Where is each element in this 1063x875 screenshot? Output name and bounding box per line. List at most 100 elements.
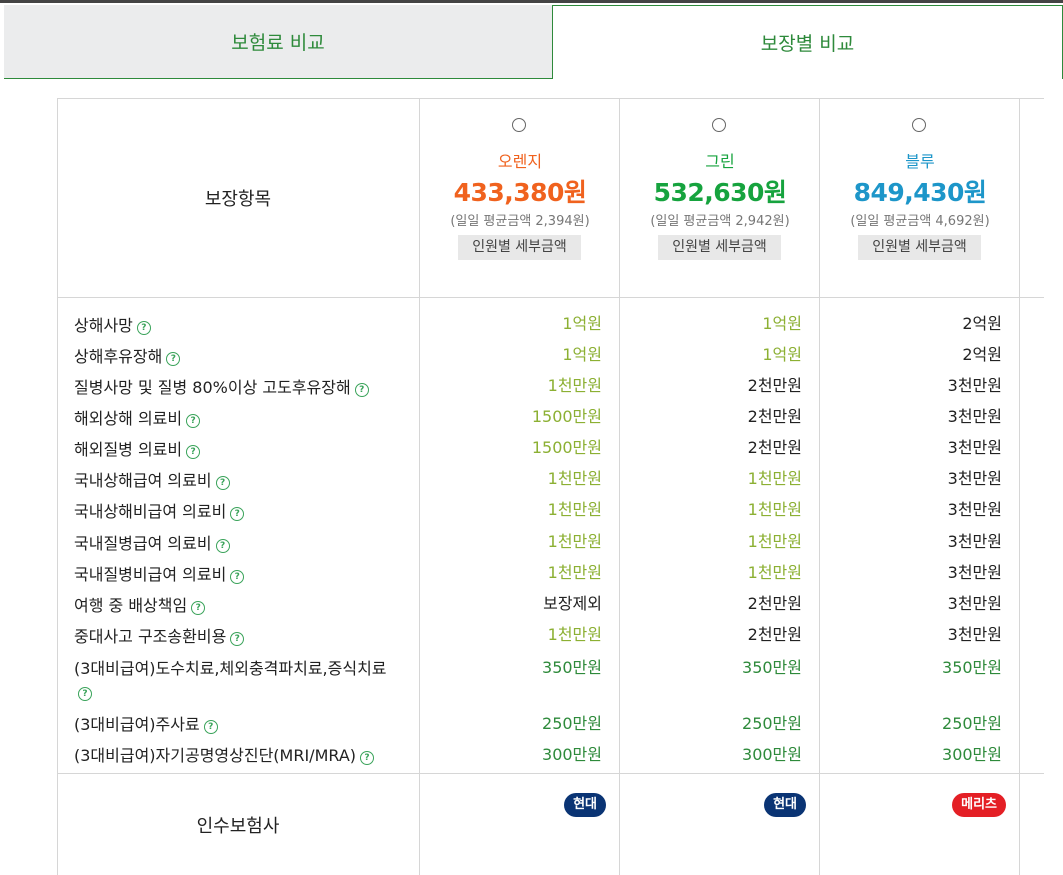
- value-cell: 1천만원: [547, 625, 602, 644]
- row-label: 국내상해급여 의료비?: [74, 469, 404, 492]
- value-cell: 1억원: [762, 345, 802, 364]
- value-cell: 2억원: [962, 345, 1002, 364]
- value-cell: 1천만원: [547, 500, 602, 519]
- value-cell: 보장제외: [543, 594, 602, 613]
- insurer-divider: [57, 773, 1044, 774]
- value-cell: 2천만원: [747, 407, 802, 426]
- value-cell: 1500만원: [531, 407, 602, 426]
- row-label: (3대비급여)도수치료,체외충격파치료,증식치료?: [74, 659, 387, 701]
- value-cell: 1천만원: [747, 532, 802, 551]
- plan-radio-orange[interactable]: [512, 118, 526, 132]
- col-border: [1019, 98, 1020, 875]
- value-cell: 250만원: [542, 714, 602, 733]
- value-cell: 300만원: [942, 745, 1002, 764]
- plan-price: 532,630원: [653, 178, 787, 207]
- help-icon[interactable]: ?: [166, 352, 181, 366]
- help-icon[interactable]: ?: [136, 321, 151, 335]
- value-cell: 2천만원: [747, 376, 802, 395]
- tab-premium-compare[interactable]: 보험료 비교: [4, 5, 553, 79]
- help-icon[interactable]: ?: [215, 539, 230, 553]
- value-cell: 250만원: [742, 714, 802, 733]
- row-label: 중대사고 구조송환비용?: [74, 625, 404, 648]
- help-icon[interactable]: ?: [360, 751, 375, 765]
- row-label: 국내질병비급여 의료비?: [74, 563, 404, 586]
- value-cell: 2천만원: [747, 438, 802, 457]
- value-cell: 3천만원: [947, 469, 1002, 488]
- plan-name: 블루: [905, 152, 935, 171]
- help-icon[interactable]: ?: [230, 507, 245, 521]
- value-cell: 1억원: [562, 314, 602, 333]
- value-cell: 1천만원: [747, 563, 802, 582]
- plan-header-orange: 오렌지 433,380원 (일일 평균금액 2,394원) 인원별 세부금액: [420, 98, 620, 297]
- help-icon[interactable]: ?: [186, 414, 201, 428]
- row-label: 질병사망 및 질병 80%이상 고도후유장해?: [74, 376, 414, 399]
- detail-amount-button[interactable]: 인원별 세부금액: [658, 235, 781, 260]
- col-border: [819, 98, 820, 875]
- value-cell: 350만원: [742, 658, 802, 677]
- row-label: 해외질병 의료비?: [74, 438, 404, 461]
- value-cell: 300만원: [742, 745, 802, 764]
- value-cell: 2억원: [962, 314, 1002, 333]
- plan-radio-green[interactable]: [712, 118, 726, 132]
- help-icon[interactable]: ?: [354, 383, 369, 397]
- insurer-label: 인수보험사: [196, 815, 280, 837]
- tab-coverage-compare[interactable]: 보장별 비교: [552, 5, 1063, 79]
- help-icon[interactable]: ?: [230, 632, 245, 646]
- value-cell: 1천만원: [547, 563, 602, 582]
- value-cell: 3천만원: [947, 563, 1002, 582]
- help-icon[interactable]: ?: [191, 601, 206, 615]
- coverage-table: 보장항목 오렌지 433,380원 (일일 평균금액 2,394원) 인원별 세…: [57, 98, 1063, 875]
- plan-daily-average: (일일 평균금액 4,692원): [850, 214, 990, 229]
- value-cell: 350만원: [542, 658, 602, 677]
- value-cell: 1천만원: [747, 500, 802, 519]
- value-cell: 3천만원: [947, 500, 1002, 519]
- value-cell: 3천만원: [947, 438, 1002, 457]
- col-border: [57, 98, 58, 875]
- plan-price: 849,430원: [853, 178, 987, 207]
- value-cell: 1500만원: [531, 438, 602, 457]
- insurer-badge: 현대: [764, 793, 806, 817]
- value-cell: 1천만원: [547, 376, 602, 395]
- plan-header-green: 그린 532,630원 (일일 평균금액 2,942원) 인원별 세부금액: [620, 98, 820, 297]
- value-cell: 2천만원: [747, 625, 802, 644]
- help-icon[interactable]: ?: [78, 687, 92, 701]
- detail-amount-button[interactable]: 인원별 세부금액: [858, 235, 981, 260]
- value-cell: 1억원: [762, 314, 802, 333]
- help-icon[interactable]: ?: [230, 570, 245, 584]
- value-cell: 250만원: [942, 714, 1002, 733]
- value-cell: 3천만원: [947, 625, 1002, 644]
- help-icon[interactable]: ?: [215, 476, 230, 490]
- value-cell: 350만원: [942, 658, 1002, 677]
- row-label: (3대비급여)주사료?: [74, 713, 404, 736]
- header-divider: [57, 297, 1044, 298]
- help-icon[interactable]: ?: [186, 445, 201, 459]
- value-cell: 1천만원: [547, 469, 602, 488]
- value-cell: 3천만원: [947, 407, 1002, 426]
- insurer-badge: 메리츠: [952, 793, 1006, 817]
- plan-name: 오렌지: [497, 152, 543, 171]
- value-cell: 3천만원: [947, 594, 1002, 613]
- coverage-item-header: 보장항목: [204, 188, 272, 210]
- row-label: 상해후유장해?: [74, 345, 404, 368]
- row-label: 상해사망?: [74, 314, 404, 337]
- value-cell: 2천만원: [747, 594, 802, 613]
- col-border: [419, 98, 420, 875]
- row-label: 해외상해 의료비?: [74, 407, 404, 430]
- value-cell: 3천만원: [947, 376, 1002, 395]
- plan-radio-blue[interactable]: [912, 118, 926, 132]
- top-border: [0, 0, 1063, 3]
- value-cell: 1천만원: [747, 469, 802, 488]
- detail-amount-button[interactable]: 인원별 세부금액: [458, 235, 581, 260]
- value-cell: 300만원: [542, 745, 602, 764]
- plan-daily-average: (일일 평균금액 2,942원): [650, 214, 790, 229]
- plan-price: 433,380원: [453, 178, 587, 207]
- insurer-badge: 현대: [564, 793, 606, 817]
- plan-name: 그린: [705, 152, 735, 171]
- value-cell: 1천만원: [547, 532, 602, 551]
- col-border: [619, 98, 620, 875]
- plan-header-blue: 블루 849,430원 (일일 평균금액 4,692원) 인원별 세부금액: [820, 98, 1020, 297]
- table-top-border: [57, 98, 1044, 99]
- row-label: 국내질병급여 의료비?: [74, 532, 404, 555]
- plan-daily-average: (일일 평균금액 2,394원): [450, 214, 590, 229]
- help-icon[interactable]: ?: [203, 720, 218, 734]
